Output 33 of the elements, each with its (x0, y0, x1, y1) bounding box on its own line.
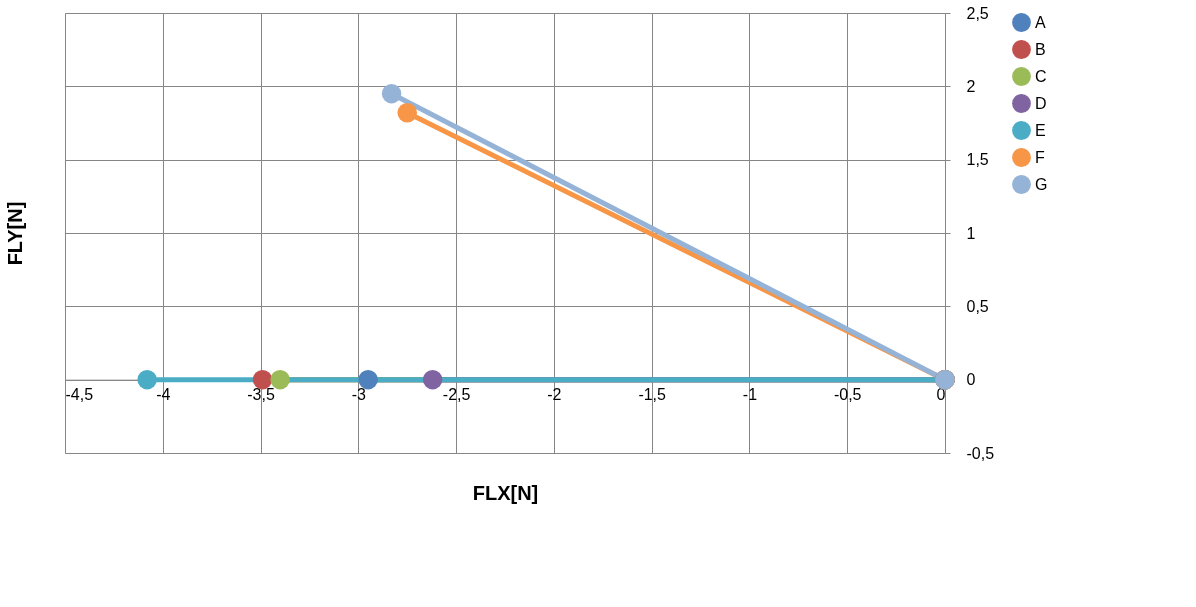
y-tick-label: 1 (966, 224, 976, 242)
y-tick-label: -0,5 (966, 444, 995, 462)
legend-label: E (1035, 121, 1046, 139)
legend-label: C (1035, 67, 1047, 85)
x-tick-label: -1 (742, 386, 758, 404)
legend-label: A (1035, 13, 1046, 31)
y-tick-label: 1,5 (966, 151, 989, 169)
legend-label: F (1035, 148, 1045, 166)
point (252, 369, 273, 390)
point (358, 369, 378, 390)
y-axis-title: FLY[N] (3, 201, 26, 266)
y-tick-label: 0,5 (966, 297, 989, 315)
legend-label: D (1035, 94, 1047, 112)
legend-label: G (1035, 175, 1048, 193)
x-tick-label: -1,5 (638, 386, 667, 404)
y-tick-label: 2 (966, 77, 976, 95)
point (137, 369, 157, 390)
x-tick-label: -4 (156, 386, 171, 404)
x-tick-label: -2,5 (442, 386, 471, 404)
point (270, 369, 290, 390)
x-tick-label: -0,5 (833, 386, 862, 404)
y-tick-label: 0 (966, 371, 976, 389)
x-tick-label: -2 (547, 386, 562, 404)
point (422, 369, 443, 390)
y-tick-label: 2,5 (966, 4, 989, 22)
point (397, 103, 417, 123)
x-tick-label: 0 (936, 386, 946, 404)
legend-label: B (1035, 40, 1046, 58)
x-tick-label: -3,5 (247, 386, 275, 404)
x-tick-label: -4,5 (65, 386, 94, 404)
x-axis-title: FLX[N] (472, 481, 539, 504)
x-tick-label: -3 (351, 386, 367, 404)
point (381, 83, 402, 104)
